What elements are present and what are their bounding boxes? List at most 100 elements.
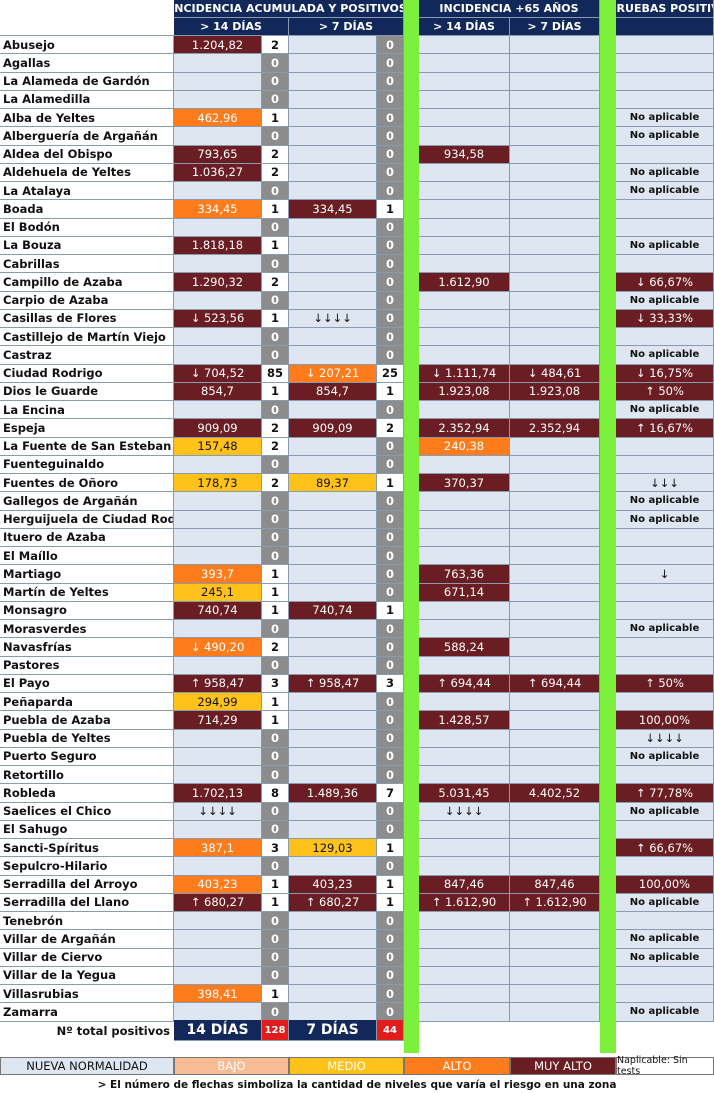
municipio-name: Abusejo bbox=[0, 36, 174, 55]
header-row-2: > 14 DÍAS > 7 DÍAS > 14 DÍAS > 7 DÍAS bbox=[0, 18, 714, 36]
mayores-7-dias-cell bbox=[510, 36, 600, 55]
footnote: > El número de flechas simboliza la cant… bbox=[97, 1078, 617, 1091]
legend-nueva-normalidad: NUEVA NORMALIDAD bbox=[0, 1057, 174, 1075]
positivos-14-cell: 0 bbox=[262, 729, 289, 748]
table-row: Tenebrón 0 0 bbox=[0, 912, 714, 931]
pruebas-positivas-cell bbox=[616, 255, 714, 274]
green-separator bbox=[404, 36, 419, 55]
ia-14-dias-cell: 294,99 bbox=[174, 693, 262, 712]
mayores-7-dias-cell bbox=[510, 912, 600, 931]
pruebas-positivas-cell bbox=[616, 912, 714, 931]
green-separator bbox=[404, 802, 419, 821]
green-separator bbox=[404, 1020, 419, 1041]
table-row: Serradilla del Arroyo 403,23 1 403,23 1 847,4… bbox=[0, 875, 714, 894]
municipio-name: La Fuente de San Esteban bbox=[0, 437, 174, 456]
green-separator bbox=[404, 766, 419, 785]
mayores-7-dias-cell bbox=[510, 492, 600, 511]
green-separator bbox=[600, 1003, 616, 1022]
mayores-14-dias-cell bbox=[419, 656, 510, 675]
positivos-7-cell: 0 bbox=[377, 90, 404, 109]
municipio-name: Robleda bbox=[0, 784, 174, 803]
totals-row: Nº total positivos 14 DÍAS 128 7 DÍAS 44 bbox=[0, 1020, 714, 1041]
municipio-name: Serradilla del Llano bbox=[0, 893, 174, 912]
pruebas-positivas-cell: ↑ 77,78% bbox=[616, 784, 714, 803]
ia-7-dias-cell bbox=[289, 547, 377, 566]
municipio-name: Ciudad Rodrigo bbox=[0, 364, 174, 383]
ia-14-dias-cell: 854,7 bbox=[174, 382, 262, 401]
mayores-7-dias-cell bbox=[510, 693, 600, 712]
table-row: La Fuente de San Esteban 157,48 2 0 240,38 bbox=[0, 437, 714, 456]
mayores-7-dias-cell bbox=[510, 620, 600, 639]
positivos-14-cell: 0 bbox=[262, 255, 289, 274]
ia-14-dias-cell: ↓ 704,52 bbox=[174, 364, 262, 383]
green-separator bbox=[404, 601, 419, 620]
mayores-14-dias-cell bbox=[419, 401, 510, 420]
mayores-7-dias-cell bbox=[510, 729, 600, 748]
ia-14-dias-cell: 245,1 bbox=[174, 583, 262, 602]
mayores-14-dias-cell bbox=[419, 291, 510, 310]
positivos-14-cell: 0 bbox=[262, 182, 289, 201]
ia-7-dias-cell bbox=[289, 54, 377, 73]
municipio-name: Casillas de Flores bbox=[0, 309, 174, 328]
ia-14-dias-cell: ↓ 490,20 bbox=[174, 638, 262, 657]
ia-14-dias-cell bbox=[174, 455, 262, 474]
mayores-7-dias-cell bbox=[510, 930, 600, 949]
green-separator bbox=[600, 72, 616, 91]
positivos-7-cell: 0 bbox=[377, 528, 404, 547]
header-pruebas-positivas bbox=[616, 18, 714, 36]
mayores-7-dias-cell bbox=[510, 565, 600, 584]
green-separator bbox=[404, 875, 419, 894]
mayores-7-dias-cell bbox=[510, 236, 600, 255]
green-separator bbox=[404, 0, 419, 18]
ia-14-dias-cell bbox=[174, 1003, 262, 1022]
pruebas-positivas-cell: ↑ 16,67% bbox=[616, 419, 714, 438]
municipio-name: Villar de Argañán bbox=[0, 930, 174, 949]
green-separator bbox=[404, 474, 419, 493]
green-separator bbox=[404, 309, 419, 328]
positivos-7-cell: 0 bbox=[377, 437, 404, 456]
ia-14-dias-cell bbox=[174, 90, 262, 109]
mayores-7-dias-cell bbox=[510, 747, 600, 766]
green-separator bbox=[404, 747, 419, 766]
ia-7-dias-cell bbox=[289, 693, 377, 712]
ia-14-dias-cell: 178,73 bbox=[174, 474, 262, 493]
positivos-7-cell: 0 bbox=[377, 930, 404, 949]
table-row: Campillo de Azaba 1.290,32 2 0 1.612,90 ↓ 66,… bbox=[0, 273, 714, 292]
table-row: La Encina 0 0 No aplicable bbox=[0, 401, 714, 420]
pruebas-positivas-cell: No aplicable bbox=[616, 346, 714, 365]
ia-7-dias-cell bbox=[289, 218, 377, 237]
header-group-mayores: INCIDENCIA +65 AÑOS bbox=[419, 0, 600, 18]
ia-7-dias-cell bbox=[289, 328, 377, 347]
pruebas-positivas-cell: No aplicable bbox=[616, 492, 714, 511]
ia-7-dias-cell: 129,03 bbox=[289, 839, 377, 858]
ia-7-dias-cell bbox=[289, 930, 377, 949]
mayores-14-dias-cell bbox=[419, 912, 510, 931]
positivos-14-cell: 2 bbox=[262, 419, 289, 438]
totals-7-value: 44 bbox=[377, 1020, 404, 1041]
pruebas-positivas-cell bbox=[616, 218, 714, 237]
ia-7-dias-cell bbox=[289, 346, 377, 365]
positivos-7-cell: 1 bbox=[377, 893, 404, 912]
ia-7-dias-cell bbox=[289, 236, 377, 255]
municipio-name: Fuenteguinaldo bbox=[0, 455, 174, 474]
mayores-14-dias-cell bbox=[419, 601, 510, 620]
ia-7-dias-cell bbox=[289, 163, 377, 182]
positivos-7-cell: 1 bbox=[377, 601, 404, 620]
table-row: Fuentes de Oñoro 178,73 2 89,37 1 370,37 ↓↓↓ bbox=[0, 474, 714, 493]
green-separator bbox=[600, 36, 616, 55]
mayores-14-dias-cell: ↓↓↓↓ bbox=[419, 802, 510, 821]
ia-7-dias-cell bbox=[289, 656, 377, 675]
positivos-14-cell: 0 bbox=[262, 620, 289, 639]
green-separator bbox=[600, 656, 616, 675]
green-separator bbox=[600, 930, 616, 949]
municipio-name: Ituero de Azaba bbox=[0, 528, 174, 547]
legend-muy-alto: MUY ALTO bbox=[510, 1057, 616, 1075]
risk-legend: NUEVA NORMALIDAD BAJO MEDIO ALTO MUY ALT… bbox=[0, 1055, 714, 1077]
positivos-7-cell: 25 bbox=[377, 364, 404, 383]
ia-14-dias-cell bbox=[174, 182, 262, 201]
pruebas-positivas-cell: No aplicable bbox=[616, 510, 714, 529]
positivos-7-cell: 1 bbox=[377, 200, 404, 219]
green-separator bbox=[404, 163, 419, 182]
positivos-14-cell: 2 bbox=[262, 273, 289, 292]
mayores-14-dias-cell: 1.612,90 bbox=[419, 273, 510, 292]
